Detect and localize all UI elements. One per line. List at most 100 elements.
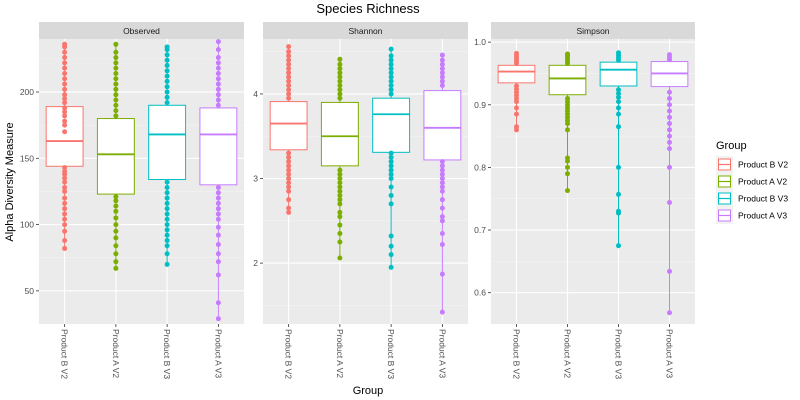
data-point: [164, 68, 170, 74]
data-point: [164, 63, 170, 69]
data-point: [113, 243, 119, 249]
data-point: [113, 55, 119, 61]
data-point: [439, 52, 445, 58]
data-point: [439, 66, 445, 72]
y-tick-label: 0.9: [474, 100, 486, 110]
data-point: [215, 76, 221, 82]
box-product-a-v3: [423, 52, 462, 315]
data-point: [62, 81, 68, 87]
data-point: [388, 87, 394, 93]
data-point: [215, 60, 221, 66]
data-point: [667, 102, 672, 108]
data-point: [62, 92, 68, 98]
data-point: [388, 83, 394, 89]
data-point: [215, 216, 221, 222]
box-iqr: [423, 90, 462, 161]
data-point: [439, 184, 445, 190]
legend-entry-label: Product B V3: [738, 194, 788, 204]
box-iqr: [148, 104, 187, 181]
box-iqr: [372, 97, 411, 153]
data-point: [337, 255, 343, 261]
data-point: [164, 94, 170, 100]
data-point: [388, 243, 394, 249]
data-point: [164, 44, 170, 50]
y-tick-label: 200: [20, 87, 34, 97]
data-point: [215, 55, 221, 61]
data-point: [62, 109, 68, 115]
data-point: [439, 70, 445, 76]
y-tick-label: 0.8: [474, 162, 486, 172]
legend-entry-label: Product A V3: [738, 211, 787, 221]
data-point: [286, 150, 292, 156]
data-point: [388, 154, 394, 160]
data-point: [215, 81, 221, 87]
data-point: [286, 61, 292, 67]
data-point: [164, 211, 170, 217]
x-tick-label: Product B V2: [60, 329, 70, 379]
data-point: [439, 231, 445, 237]
data-point: [164, 222, 170, 228]
data-point: [667, 96, 672, 102]
data-point: [164, 200, 170, 206]
data-point: [164, 237, 170, 243]
data-point: [215, 92, 221, 98]
data-point: [439, 214, 445, 220]
data-point: [616, 191, 621, 197]
legend-entry: Product A V2: [716, 173, 787, 190]
data-point: [667, 121, 672, 127]
data-point: [286, 205, 292, 211]
facet-strip: [263, 22, 468, 39]
legend-entry: Product A V3: [716, 207, 787, 224]
data-point: [439, 57, 445, 63]
data-point: [113, 251, 119, 257]
data-point: [62, 86, 68, 92]
data-point: [215, 316, 221, 322]
data-point: [62, 96, 68, 102]
data-point: [164, 100, 170, 106]
data-point: [286, 209, 292, 215]
data-point: [616, 243, 621, 249]
data-point: [337, 180, 343, 186]
data-point: [616, 94, 621, 100]
data-point: [667, 199, 672, 205]
data-point: [439, 188, 445, 194]
data-point: [388, 192, 394, 198]
y-tick-label: 100: [20, 220, 34, 230]
data-point: [337, 222, 343, 228]
data-point: [62, 200, 68, 206]
data-point: [215, 206, 221, 212]
data-point: [286, 154, 292, 160]
data-point: [388, 91, 394, 97]
data-point: [215, 211, 221, 217]
box-iqr: [548, 64, 587, 96]
data-point: [337, 171, 343, 177]
data-point: [337, 74, 343, 80]
data-point: [439, 271, 445, 277]
box-iqr: [497, 64, 536, 84]
data-point: [667, 108, 672, 114]
data-point: [667, 127, 672, 133]
facet-strip-label: Simpson: [576, 26, 609, 36]
y-axis-title: Alpha Diversity Measure: [4, 122, 16, 241]
data-point: [62, 216, 68, 222]
data-point: [113, 60, 119, 66]
data-point: [113, 203, 119, 209]
data-point: [215, 300, 221, 306]
data-point: [164, 261, 170, 267]
facet-shannon: Shannon 2 3 4 Product B V2 Product A V2 Produc…: [253, 22, 468, 379]
facet-observed: Observed 50 100 150 200 Product B V2 Product A…: [20, 22, 244, 379]
data-point: [337, 70, 343, 76]
data-point: [514, 83, 519, 89]
data-point: [62, 195, 68, 201]
data-point: [164, 195, 170, 201]
data-point: [439, 74, 445, 80]
data-point: [62, 118, 68, 124]
x-tick-label: Product A V3: [213, 329, 223, 378]
data-point: [215, 195, 221, 201]
y-tick-label: 0.6: [474, 288, 486, 298]
data-point: [215, 47, 221, 53]
chart-title: Species Richness: [316, 1, 420, 16]
x-tick-label: Product A V2: [335, 329, 345, 378]
y-tick-label: 50: [25, 286, 35, 296]
data-point: [337, 78, 343, 84]
